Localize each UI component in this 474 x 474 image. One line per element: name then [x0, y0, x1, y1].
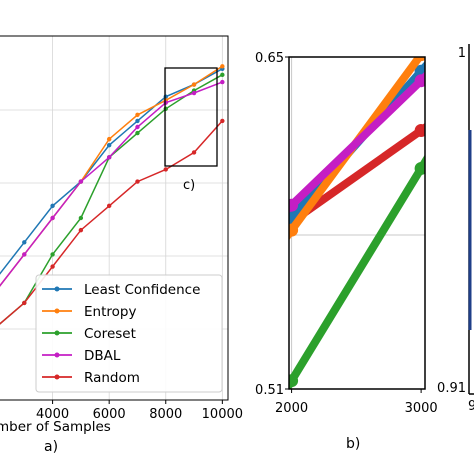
ytick-label-c-0: 1 [458, 46, 466, 61]
point-b-1-0 [285, 224, 298, 237]
legend-label-4: Random [84, 370, 140, 386]
point-a-4-7 [164, 167, 168, 171]
point-a-1-8 [192, 82, 196, 86]
point-a-4-2 [22, 301, 26, 305]
series-b-4 [253, 103, 460, 249]
point-a-2-4 [79, 216, 83, 220]
point-a-1-5 [107, 137, 111, 141]
series-b-line-4 [253, 103, 460, 249]
xlabel-a: mber of Samples [0, 419, 111, 435]
ytick-label-c-1: 0.91 [437, 381, 466, 396]
xtick-label-c-cut: 9 [468, 399, 474, 414]
point-a-0-6 [135, 119, 139, 123]
zoom-box-label: c) [183, 178, 195, 193]
legend-label-3: DBAL [84, 348, 121, 364]
point-a-4-4 [79, 228, 83, 232]
point-a-3-3 [50, 216, 54, 220]
point-a-1-6 [135, 113, 139, 117]
point-a-3-8 [192, 91, 196, 95]
legend-marker-0 [55, 287, 60, 292]
axes-b-frame [289, 57, 425, 389]
xtick-label-b-1: 3000 [405, 401, 438, 416]
point-a-2-9 [220, 73, 224, 77]
point-b-2-0 [285, 374, 298, 387]
legend-marker-3 [55, 353, 60, 358]
point-a-3-7 [164, 101, 168, 105]
point-a-4-5 [107, 204, 111, 208]
point-a-1-9 [220, 64, 224, 68]
panel-label-a: a) [44, 439, 58, 455]
point-a-0-2 [22, 240, 26, 244]
ytick-label-b-1: 0.65 [255, 51, 284, 66]
point-a-3-5 [107, 155, 111, 159]
legend-marker-2 [55, 331, 60, 336]
series-b-line-3 [253, 43, 460, 242]
point-a-0-5 [107, 143, 111, 147]
point-a-3-6 [135, 125, 139, 129]
point-a-3-4 [79, 179, 83, 183]
point-a-4-8 [192, 150, 196, 154]
point-a-3-9 [220, 80, 224, 84]
point-b-3-0 [285, 199, 298, 212]
point-a-3-2 [22, 252, 26, 256]
point-a-4-3 [50, 264, 54, 268]
legend-label-1: Entropy [84, 304, 136, 320]
panel-label-b: b) [346, 436, 360, 452]
series-b-3 [253, 43, 460, 242]
point-a-4-6 [135, 179, 139, 183]
point-a-2-6 [135, 131, 139, 135]
point-a-4-9 [220, 119, 224, 123]
legend-label-0: Least Confidence [84, 282, 200, 298]
ytick-label-b-0: 0.51 [255, 383, 284, 398]
point-a-2-3 [50, 252, 54, 256]
xtick-label-a-3: 10000 [202, 407, 243, 422]
point-a-0-3 [50, 204, 54, 208]
legend-marker-1 [55, 309, 60, 314]
point-a-2-7 [164, 107, 168, 111]
legend-marker-4 [55, 375, 60, 380]
xtick-label-b-0: 2000 [275, 401, 308, 416]
legend-label-2: Coreset [84, 326, 136, 342]
xtick-label-a-2: 8000 [149, 407, 182, 422]
